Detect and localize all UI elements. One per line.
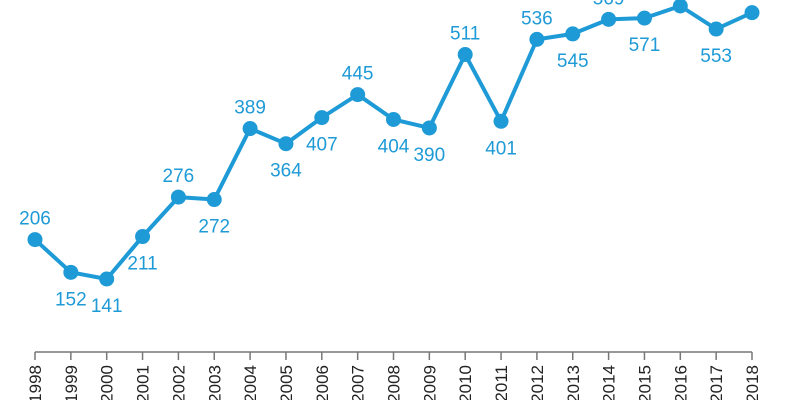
x-tick-label-2015: 2015 xyxy=(635,365,654,400)
x-tick-label-2012: 2012 xyxy=(528,365,547,400)
data-point-2002 xyxy=(170,189,186,205)
data-point-1998 xyxy=(27,232,43,248)
data-label-2009: 390 xyxy=(413,145,445,166)
data-point-2013 xyxy=(565,26,581,42)
x-tick-label-2002: 2002 xyxy=(169,365,188,400)
data-point-2003 xyxy=(206,192,222,208)
data-label-2014: 569 xyxy=(593,0,625,9)
data-point-2014 xyxy=(601,11,617,27)
data-label-2008: 404 xyxy=(378,136,410,157)
data-point-2000 xyxy=(99,271,115,287)
x-tick-label-2007: 2007 xyxy=(349,365,368,400)
x-tick-label-2009: 2009 xyxy=(420,365,439,400)
data-point-2012 xyxy=(529,31,545,47)
data-label-1998: 206 xyxy=(19,209,51,230)
data-label-2000: 141 xyxy=(91,296,123,317)
x-tick-label-2010: 2010 xyxy=(456,365,475,400)
x-axis xyxy=(34,351,753,360)
x-tick-label-1998: 1998 xyxy=(26,365,45,400)
data-point-2008 xyxy=(386,111,401,127)
data-point-2015 xyxy=(636,10,652,26)
data-point-2018 xyxy=(744,5,760,21)
x-tick-label-2003: 2003 xyxy=(205,365,224,400)
data-label-2002: 276 xyxy=(163,166,195,187)
x-tick-label-1999: 1999 xyxy=(62,365,81,400)
data-label-1999: 152 xyxy=(55,289,87,310)
x-tick-label-2017: 2017 xyxy=(707,365,726,400)
data-label-2012: 536 xyxy=(521,8,553,29)
x-tick-label-2014: 2014 xyxy=(600,365,619,400)
data-label-2006: 407 xyxy=(306,135,338,156)
x-tick-labels: 1998 1999 2000 2001 2002 2003 2004 2005 2006 2007… xyxy=(26,365,762,400)
data-point-2011 xyxy=(493,113,509,129)
chart-header xyxy=(0,0,240,4)
data-point-1999 xyxy=(63,264,79,280)
data-label-2017: 553 xyxy=(700,46,732,67)
data-label-2004: 389 xyxy=(234,98,266,119)
x-tick-label-2001: 2001 xyxy=(134,365,153,400)
x-tick-label-2016: 2016 xyxy=(671,365,690,400)
data-point-2007 xyxy=(350,87,366,103)
x-tick-label-2005: 2005 xyxy=(277,365,296,400)
data-point-2009 xyxy=(421,120,437,136)
data-point-2005 xyxy=(278,136,294,152)
x-tick-label-2008: 2008 xyxy=(385,365,404,400)
x-tick-label-2011: 2011 xyxy=(492,365,511,400)
cropped-header xyxy=(0,0,240,4)
data-label-2010: 511 xyxy=(450,24,480,45)
x-tick-label-2018: 2018 xyxy=(743,365,762,400)
data-label-2001: 211 xyxy=(127,254,157,275)
data-point-2006 xyxy=(314,110,330,126)
data-label-2003: 272 xyxy=(198,217,230,238)
data-label-2013: 545 xyxy=(557,51,589,72)
data-point-2017 xyxy=(708,21,724,37)
data-point-2001 xyxy=(135,229,151,245)
data-point-2010 xyxy=(457,47,473,63)
x-tick-label-2004: 2004 xyxy=(241,365,260,400)
x-tick-label-2000: 2000 xyxy=(98,365,117,400)
data-point-2016 xyxy=(672,0,688,14)
x-tick-label-2006: 2006 xyxy=(313,365,332,400)
data-label-2005: 364 xyxy=(270,161,302,182)
x-tick-label-2013: 2013 xyxy=(564,365,583,400)
data-label-2011: 401 xyxy=(485,138,517,159)
data-label-2007: 445 xyxy=(342,64,374,85)
data-point-2004 xyxy=(242,121,258,137)
data-label-2015: 571 xyxy=(629,35,661,56)
data-points xyxy=(27,0,760,287)
